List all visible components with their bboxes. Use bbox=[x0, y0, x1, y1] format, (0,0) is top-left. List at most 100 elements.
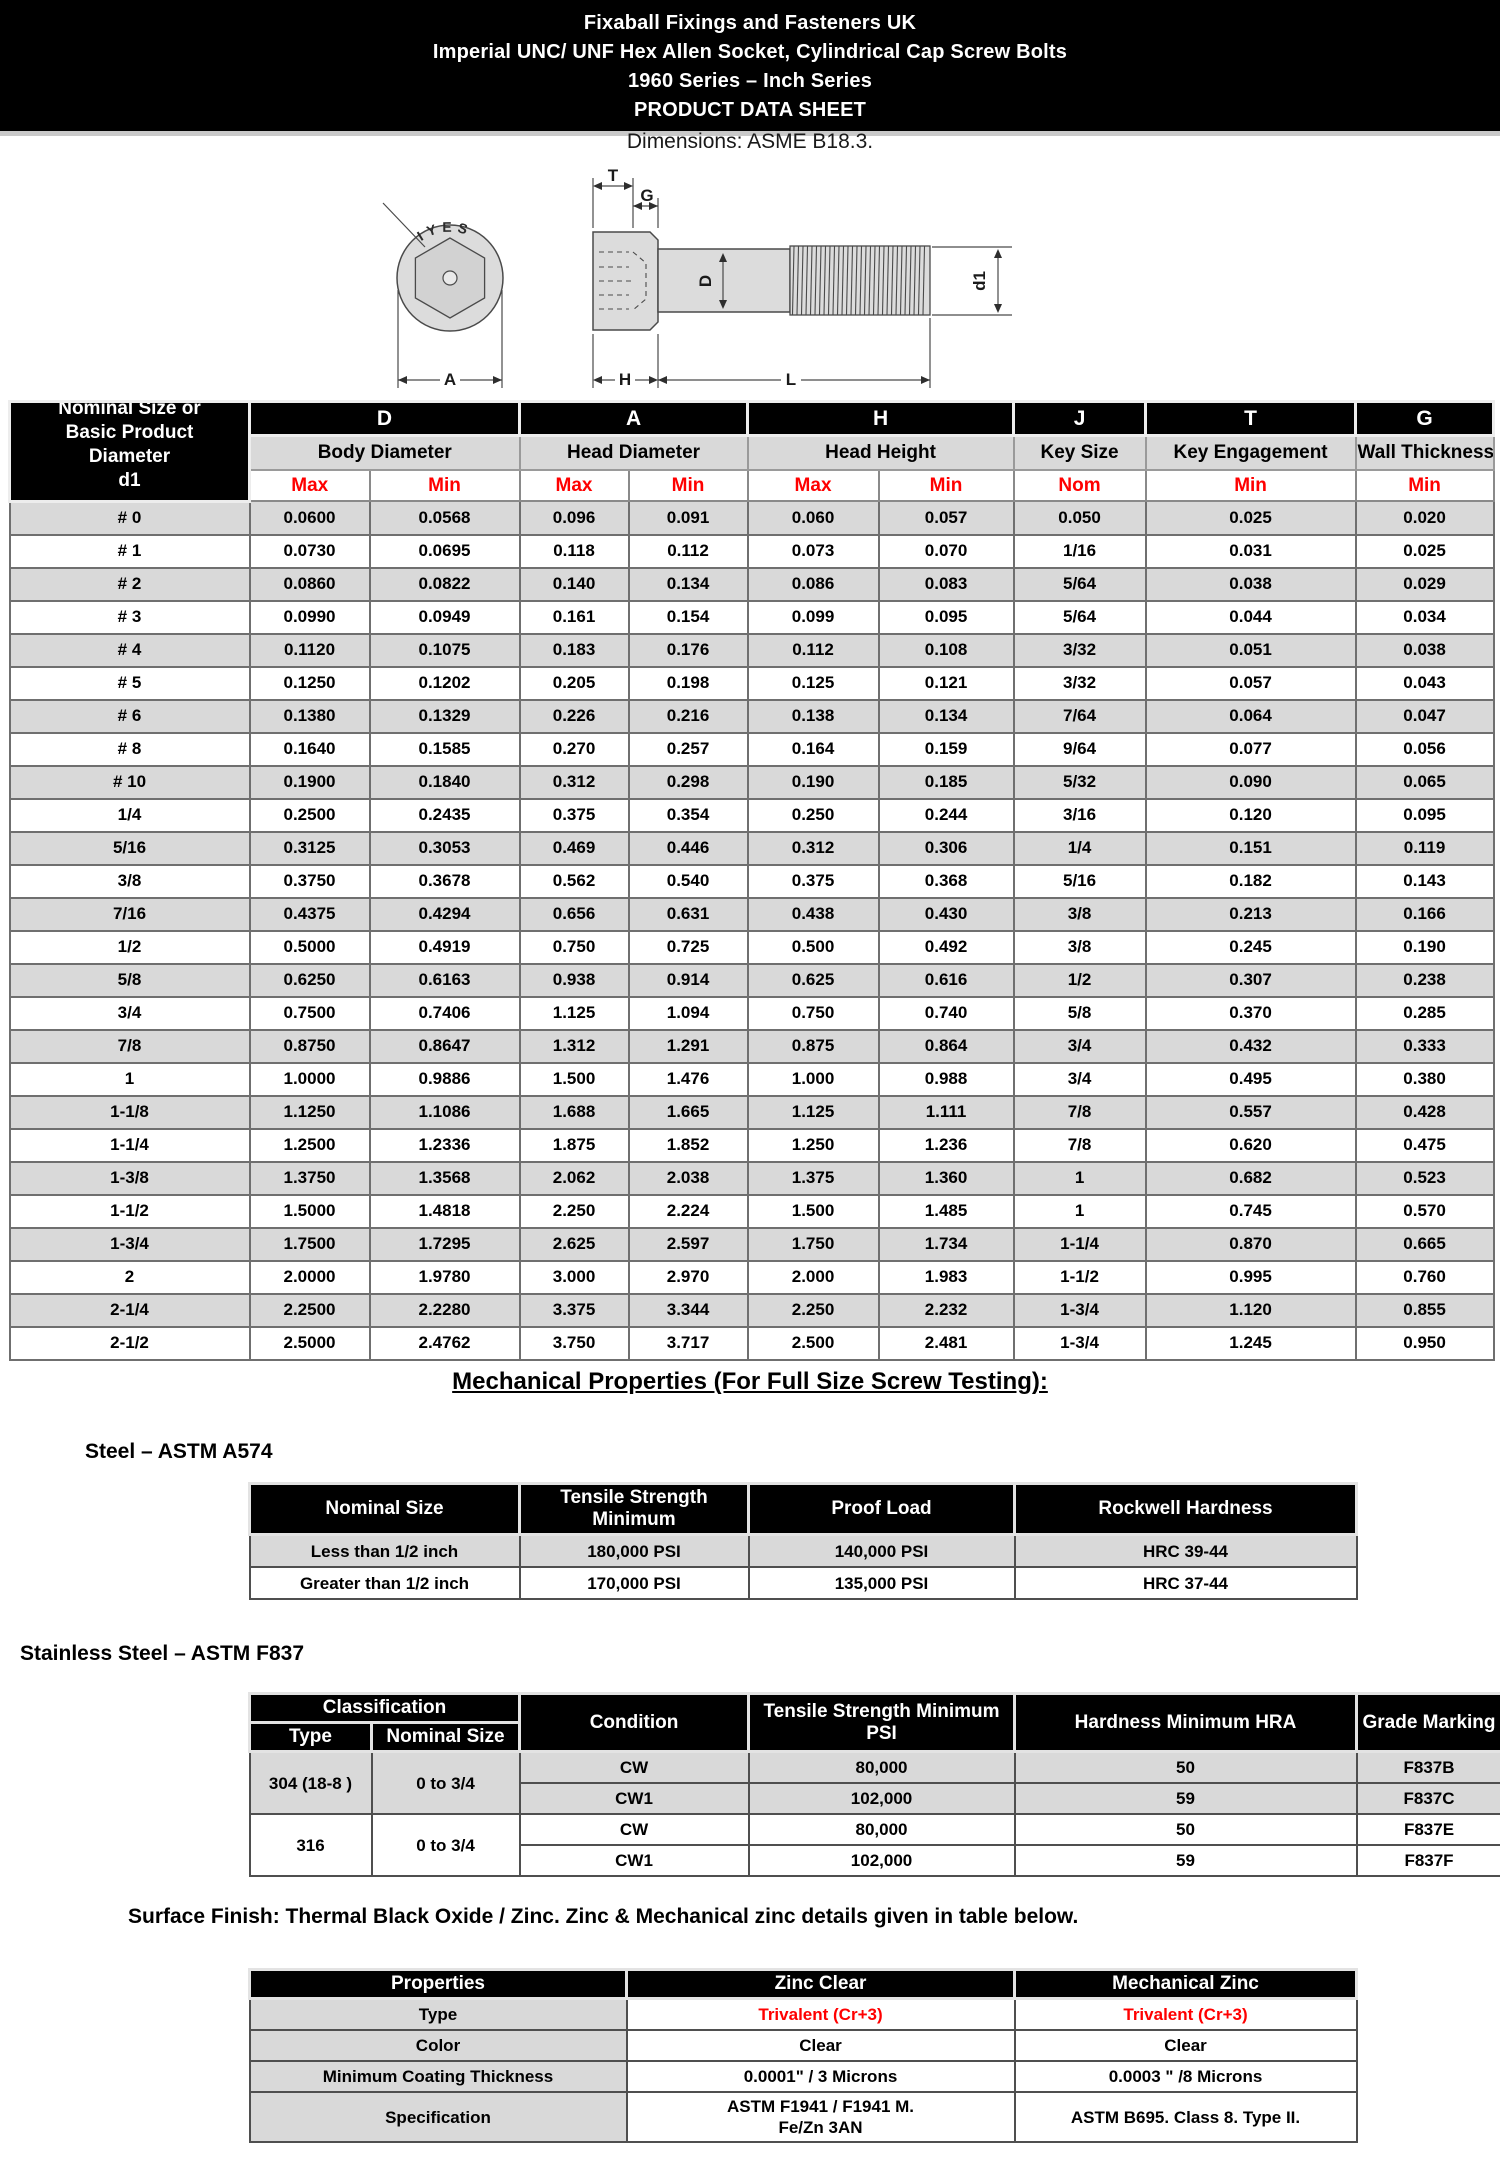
value-cell: 0.495 bbox=[1144, 1061, 1357, 1097]
value-cell: 2.625 bbox=[518, 1226, 630, 1262]
value-cell: 0.038 bbox=[1354, 632, 1495, 668]
value-cell: 2.500 bbox=[746, 1325, 880, 1361]
value-cell: 0.096 bbox=[518, 500, 630, 536]
value-cell: 0.1900 bbox=[248, 764, 371, 800]
value-cell: 0.166 bbox=[1354, 896, 1495, 932]
table-row: # 5 0.1250 0.1202 0.205 0.198 0.125 0.121 3/32 0… bbox=[8, 665, 1495, 701]
value-cell: 2.597 bbox=[627, 1226, 749, 1262]
table-row: # 0 0.0600 0.0568 0.096 0.091 0.060 0.057 0.050… bbox=[8, 500, 1495, 536]
value-cell: 1.4818 bbox=[368, 1193, 521, 1229]
corner-header-line: d1 bbox=[118, 470, 141, 491]
grade-header: Grade Marking bbox=[1355, 1692, 1500, 1753]
nominal-size-cell: 3/8 bbox=[8, 863, 251, 899]
value-cell: 0.0003 " /8 Microns bbox=[1013, 2060, 1358, 2093]
nominal-size-cell: 1-3/8 bbox=[8, 1160, 251, 1196]
value-cell: 0.1640 bbox=[248, 731, 371, 767]
value-cell: 0.090 bbox=[1144, 764, 1357, 800]
type-cell: 304 (18-8 ) bbox=[248, 1750, 373, 1815]
steel-section-heading: Steel – ASTM A574 bbox=[85, 1440, 273, 1463]
value-cell: 2.0000 bbox=[248, 1259, 371, 1295]
table-row: 3/8 0.3750 0.3678 0.562 0.540 0.375 0.368 5/16 0… bbox=[8, 863, 1495, 899]
value-cell: 102,000 bbox=[747, 1782, 1016, 1815]
value-cell: 1.852 bbox=[627, 1127, 749, 1163]
value-cell: 1.750 bbox=[746, 1226, 880, 1262]
value-cell: 0.1380 bbox=[248, 698, 371, 734]
value-cell: 0.4375 bbox=[248, 896, 371, 932]
stainless-table-body: 304 (18-8 ) 0 to 3/4 CW 80,000 50 F837B CW1 102… bbox=[248, 1750, 1500, 1877]
column-name-header: Wall Thickness bbox=[1354, 434, 1495, 471]
property-label-cell: Color bbox=[248, 2029, 628, 2062]
value-cell: 0.6250 bbox=[248, 962, 371, 998]
series-title: 1960 Series – Inch Series bbox=[627, 70, 873, 92]
value-cell: 0.060 bbox=[746, 500, 880, 536]
value-cell: 50 bbox=[1013, 1750, 1358, 1784]
head-side-view bbox=[592, 231, 659, 331]
value-cell: 2.232 bbox=[877, 1292, 1015, 1328]
value-cell: 0.4294 bbox=[368, 896, 521, 932]
value-cell: 0.562 bbox=[518, 863, 630, 899]
type-header: Type bbox=[248, 1721, 373, 1753]
value-cell: 5/8 bbox=[1012, 995, 1147, 1031]
table-row: # 10 0.1900 0.1840 0.312 0.298 0.190 0.185 5/32… bbox=[8, 764, 1495, 800]
condition-header: Condition bbox=[518, 1692, 751, 1753]
value-cell: 0.285 bbox=[1354, 995, 1495, 1031]
value-cell: 0.216 bbox=[627, 698, 749, 734]
value-cell: 1 bbox=[1012, 1160, 1147, 1196]
value-cell: 9/64 bbox=[1012, 731, 1147, 767]
value-cell: 0.138 bbox=[746, 698, 880, 734]
value-cell: 1.476 bbox=[627, 1061, 749, 1097]
value-cell: 0.070 bbox=[877, 533, 1015, 569]
dim-label-H: H bbox=[619, 370, 631, 389]
value-cell: 80,000 bbox=[747, 1750, 1016, 1784]
nominal-size-cell: # 5 bbox=[8, 665, 251, 701]
column-letter-header: H bbox=[746, 400, 1016, 437]
value-cell: 0.047 bbox=[1354, 698, 1495, 734]
column-header: Tensile Strength Minimum bbox=[518, 1482, 750, 1536]
value-cell: 1.7500 bbox=[248, 1226, 371, 1262]
value-cell: 2.000 bbox=[746, 1259, 880, 1295]
surface-finish-note: Surface Finish: Thermal Black Oxide / Zi… bbox=[128, 1905, 1079, 1928]
column-sub-header: Max bbox=[518, 469, 630, 502]
value-cell: 0.205 bbox=[518, 665, 630, 701]
value-cell: 0.164 bbox=[746, 731, 880, 767]
value-cell: 0.029 bbox=[1354, 566, 1495, 602]
value-cell: 3.717 bbox=[627, 1325, 749, 1361]
value-cell: 50 bbox=[1013, 1813, 1358, 1846]
value-cell: 1.2336 bbox=[368, 1127, 521, 1163]
value-cell: 0.631 bbox=[627, 896, 749, 932]
value-cell: 0.3750 bbox=[248, 863, 371, 899]
value-cell: 1.291 bbox=[627, 1028, 749, 1064]
value-cell: 0.0822 bbox=[368, 566, 521, 602]
dimension-table-head: Nominal Size or Basic Product Diameter d1 D A… bbox=[8, 400, 1496, 503]
table-row: 5/8 0.6250 0.6163 0.938 0.914 0.625 0.616 1/2 0.… bbox=[8, 962, 1495, 998]
steel-table: Nominal Size Tensile Strength Minimum Proo… bbox=[248, 1482, 1358, 1600]
corner-header-line: Diameter bbox=[88, 446, 171, 467]
value-cell: 0.099 bbox=[746, 599, 880, 635]
table-row: Greater than 1/2 inch 170,000 PSI 135,000 … bbox=[248, 1566, 1358, 1600]
value-cell: 0.083 bbox=[877, 566, 1015, 602]
value-cell: 59 bbox=[1013, 1782, 1358, 1815]
corner-header: Nominal Size or Basic Product Diameter d1 bbox=[8, 400, 251, 503]
table-row: 7/8 0.8750 0.8647 1.312 1.291 0.875 0.864 3/4 0.… bbox=[8, 1028, 1495, 1064]
value-cell: 0.159 bbox=[877, 731, 1015, 767]
column-name-header: Key Size bbox=[1012, 434, 1147, 471]
nominal-size-cell: 0 to 3/4 bbox=[370, 1813, 521, 1877]
surface-table-head: Properties Zinc Clear Mechanical Zinc bbox=[248, 1968, 1358, 2000]
table-row: 1-1/2 1.5000 1.4818 2.250 2.224 1.500 1.485 1 0.… bbox=[8, 1193, 1495, 1229]
value-cell: 0.0860 bbox=[248, 566, 371, 602]
value-cell: 2.481 bbox=[877, 1325, 1015, 1361]
value-cell: F837F bbox=[1355, 1844, 1500, 1877]
value-cell: 1.111 bbox=[877, 1094, 1015, 1130]
value-cell: F837B bbox=[1355, 1750, 1500, 1784]
value-cell: 1.9780 bbox=[368, 1259, 521, 1295]
value-cell: 1/2 bbox=[1012, 962, 1147, 998]
value-cell: 0.446 bbox=[627, 830, 749, 866]
table-row: Minimum Coating Thickness 0.0001" / 3 Mic… bbox=[248, 2060, 1358, 2093]
value-cell: 0.870 bbox=[1144, 1226, 1357, 1262]
column-letter-header: A bbox=[518, 400, 750, 437]
value-cell: 0.108 bbox=[877, 632, 1015, 668]
value-cell: 1.5000 bbox=[248, 1193, 371, 1229]
value-cell: 2.038 bbox=[627, 1160, 749, 1196]
value-cell: 0.190 bbox=[746, 764, 880, 800]
value-cell: Trivalent (Cr+3) bbox=[625, 1997, 1016, 2031]
